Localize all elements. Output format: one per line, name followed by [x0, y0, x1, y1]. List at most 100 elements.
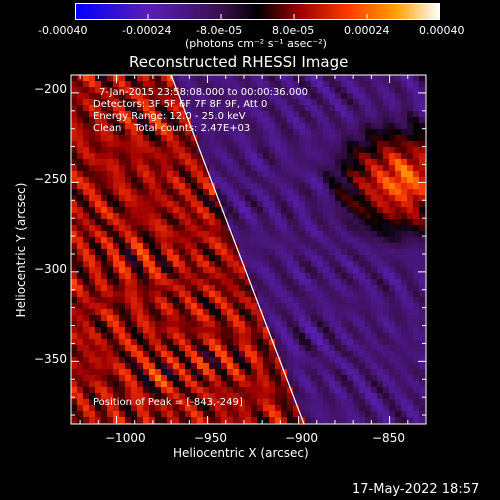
heatmap-cell [209, 225, 215, 231]
heatmap-cell [419, 261, 425, 267]
heatmap-cell [113, 315, 119, 321]
heatmap-cell [347, 117, 353, 123]
heatmap-cell [413, 417, 419, 423]
heatmap-cell [383, 183, 389, 189]
heatmap-cell [347, 87, 353, 93]
heatmap-cell [389, 183, 395, 189]
heatmap-cell [329, 297, 335, 303]
heatmap-cell [407, 267, 413, 273]
heatmap-cell [335, 327, 341, 333]
heatmap-cell [311, 99, 317, 105]
heatmap-cell [209, 303, 215, 309]
heatmap-cell [347, 369, 353, 375]
heatmap-cell [95, 201, 101, 207]
heatmap-cell [173, 375, 179, 381]
heatmap-cell [419, 303, 425, 309]
heatmap-cell [185, 129, 191, 135]
heatmap-cell [299, 201, 305, 207]
heatmap-cell [419, 285, 425, 291]
heatmap-cell [365, 411, 371, 417]
heatmap-cell [371, 315, 377, 321]
heatmap-cell [275, 189, 281, 195]
heatmap-cell [323, 297, 329, 303]
heatmap-cell [119, 381, 125, 387]
heatmap-cell [197, 411, 203, 417]
heatmap-cell [281, 339, 287, 345]
heatmap-cell [311, 369, 317, 375]
heatmap-cell [311, 387, 317, 393]
heatmap-cell [269, 231, 275, 237]
heatmap-cell [251, 93, 257, 99]
heatmap-cell [407, 141, 413, 147]
heatmap-cell [233, 117, 239, 123]
heatmap-cell [215, 303, 221, 309]
heatmap-cell [293, 339, 299, 345]
heatmap-cell [305, 183, 311, 189]
heatmap-cell [305, 255, 311, 261]
heatmap-cell [365, 267, 371, 273]
heatmap-cell [167, 231, 173, 237]
heatmap-cell [167, 99, 173, 105]
heatmap-cell [281, 357, 287, 363]
heatmap-cell [281, 243, 287, 249]
heatmap-cell [413, 399, 419, 405]
heatmap-cell [197, 261, 203, 267]
heatmap-cell [209, 267, 215, 273]
heatmap-cell [137, 105, 143, 111]
info-detectors: Detectors: 3F 5F 6F 7F 8F 9F, Att 0 [93, 99, 268, 110]
heatmap-cell [173, 123, 179, 129]
heatmap-cell [401, 201, 407, 207]
heatmap-cell [401, 333, 407, 339]
heatmap-cell [263, 171, 269, 177]
heatmap-cell [413, 279, 419, 285]
heatmap-cell [353, 105, 359, 111]
heatmap-cell [389, 243, 395, 249]
heatmap-cell [407, 315, 413, 321]
heatmap-cell [365, 369, 371, 375]
heatmap-cell [233, 213, 239, 219]
heatmap-cell [293, 123, 299, 129]
heatmap-cell [89, 273, 95, 279]
heatmap-cell [341, 249, 347, 255]
heatmap-cell [341, 111, 347, 117]
heatmap-cell [407, 351, 413, 357]
heatmap-cell [149, 381, 155, 387]
heatmap-cell [149, 417, 155, 423]
heatmap-cell [149, 327, 155, 333]
heatmap-cell [233, 81, 239, 87]
heatmap-cell [365, 417, 371, 423]
heatmap-cell [323, 273, 329, 279]
heatmap-cell [299, 369, 305, 375]
heatmap-cell [371, 105, 377, 111]
heatmap-cell [191, 387, 197, 393]
heatmap-cell [245, 363, 251, 369]
heatmap-cell [263, 327, 269, 333]
heatmap-cell [383, 135, 389, 141]
heatmap-cell [209, 105, 215, 111]
heatmap-cell [239, 159, 245, 165]
heatmap-cell [143, 261, 149, 267]
heatmap-cell [101, 339, 107, 345]
heatmap-cell [377, 375, 383, 381]
heatmap-cell [179, 399, 185, 405]
heatmap-cell [401, 339, 407, 345]
heatmap-cell [245, 297, 251, 303]
heatmap-cell [377, 135, 383, 141]
heatmap-cell [263, 177, 269, 183]
heatmap-cell [293, 243, 299, 249]
heatmap-cell [269, 207, 275, 213]
heatmap-cell [221, 315, 227, 321]
heatmap-cell [101, 195, 107, 201]
heatmap-cell [407, 243, 413, 249]
heatmap-cell [281, 183, 287, 189]
heatmap-cell [329, 225, 335, 231]
heatmap-cell [161, 93, 167, 99]
heatmap-cell [251, 237, 257, 243]
heatmap-cell [305, 375, 311, 381]
heatmap-cell [83, 333, 89, 339]
heatmap-cell [113, 201, 119, 207]
heatmap-cell [107, 309, 113, 315]
heatmap-cell [389, 117, 395, 123]
heatmap-cell [341, 333, 347, 339]
heatmap-cell [215, 411, 221, 417]
